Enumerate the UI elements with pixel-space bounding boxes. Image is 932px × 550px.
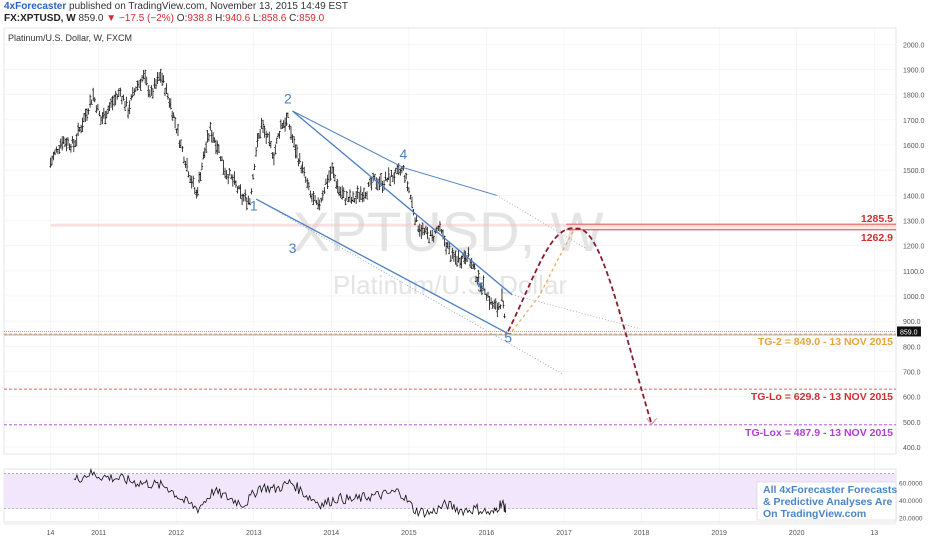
rsi-tick-label: 40.0000 [899, 498, 923, 505]
level-label-2: TG-2 = 849.0 - 13 NOV 2015 [758, 336, 893, 348]
wave-label-1: 2 [284, 90, 292, 106]
price-tick-label: 1400.0 [903, 193, 925, 200]
rsi-band [4, 473, 896, 509]
publisher-link[interactable]: 4xForecaster [4, 1, 67, 12]
promo-box: All 4xForecaster Forecasts & Predictive … [756, 481, 897, 521]
price-tick-label: 800.0 [903, 344, 921, 351]
price-tick-label: 1700.0 [903, 118, 925, 125]
low-label: L: [252, 13, 262, 24]
price-tick-label: 1100.0 [903, 269, 924, 276]
promo-line-3: On TradingView.com [763, 508, 866, 520]
price-tick-label: 1000.0 [903, 294, 925, 301]
promo-line-2: & Predictive Analyses Are [763, 496, 893, 508]
price-tick-label: 1200.0 [903, 244, 925, 251]
close-label: C: [289, 13, 300, 24]
projection-curve [507, 227, 653, 425]
wave-label-2: 3 [289, 240, 297, 256]
wave-label-4: 5 [477, 279, 485, 295]
high-value: 940.6 [225, 13, 251, 24]
ohlc-line: FX:XPTUSD, W 859.0 ▼ −17.5 (−2%) O:938.8… [4, 13, 325, 24]
price-bars [49, 68, 506, 319]
channel-2-4-line [292, 110, 404, 169]
projection-arrow-icon [646, 417, 658, 426]
channel-top-ext [496, 194, 586, 249]
channel-upper-line [292, 110, 513, 296]
time-tick-label: 14 [47, 530, 55, 537]
channel-top-line [403, 167, 497, 196]
high-label: H: [215, 13, 226, 24]
channel-lower-ext [255, 198, 563, 375]
time-tick-label: 2016 [479, 530, 495, 537]
elliott-channel [255, 110, 641, 375]
chart-header: 4xForecaster published on TradingView.co… [0, 0, 932, 26]
price-chart[interactable]: XPTUSD, W Platinum/U.S. Dollar 1285.5126… [0, 26, 932, 550]
time-tick-label: 13 [870, 530, 878, 537]
chart-legend: Platinum/U.S. Dollar, W, FXCM [8, 33, 132, 43]
wave-label-0: 1 [250, 197, 258, 213]
open-label: O: [176, 13, 188, 24]
level-label-0: 1285.5 [861, 213, 893, 225]
target-zone-band [566, 224, 896, 230]
price-tick-label: 1800.0 [903, 93, 925, 100]
rsi-tick-label: 60.0000 [899, 480, 923, 487]
price-tick-label: 1500.0 [903, 168, 925, 175]
close-value: 859.0 [299, 13, 325, 24]
price-tick-label: 2000.0 [903, 42, 925, 49]
watermark-name: Platinum/U.S. Dollar [333, 270, 567, 300]
rsi-pane: 60.0000 40.0000 20.0000 [3, 467, 923, 523]
time-tick-label: 2018 [634, 530, 650, 537]
change-arrow-icon: ▼ [106, 13, 117, 24]
watermark-symbol: XPTUSD, W [292, 200, 603, 263]
time-tick-label: 2019 [711, 530, 727, 537]
last-price-badge-text: 859.0 [900, 329, 918, 336]
publish-line: 4xForecaster published on TradingView.co… [4, 1, 348, 12]
price-tick-label: 400.0 [903, 445, 921, 452]
chart-grid [3, 27, 897, 522]
price-tick-label: 600.0 [903, 395, 921, 402]
price-tick-label: 1300.0 [903, 218, 925, 225]
time-tick-label: 2014 [324, 530, 340, 537]
time-axis[interactable]: 14 2011 2012 2013 2014 2015 2016 2017 2018 2019 20… [4, 523, 896, 537]
low-value: 858.6 [261, 13, 287, 24]
projection-orange [511, 229, 575, 332]
price-tick-label: 1900.0 [903, 68, 925, 75]
level-label-3: TG-Lo = 629.8 - 13 NOV 2015 [751, 391, 893, 403]
price-tick-label: 500.0 [903, 420, 921, 427]
change-value: −17.5 (−2%) [118, 13, 175, 24]
main-pane-frame [3, 27, 897, 455]
time-tick-label: 2017 [556, 530, 572, 537]
published-text: published on TradingView.com, November 1… [69, 1, 348, 12]
level-label-1: 1262.9 [861, 232, 893, 244]
price-tick-label: 700.0 [903, 369, 921, 376]
symbol-label[interactable]: FX:XPTUSD [4, 13, 61, 24]
last-price: 859.0 [78, 13, 104, 24]
target-levels: 1285.5 1262.9 TG-2 = 849.0 - 13 NOV 2015 TG… [4, 213, 896, 439]
price-axis[interactable]: 2000.0 1900.0 1800.0 1700.0 1600.0 1500.0 1400… [897, 42, 925, 452]
rsi-tick-label: 20.0000 [899, 516, 923, 523]
rsi-line [73, 467, 507, 518]
price-tick-label: 900.0 [903, 319, 921, 326]
interval-label: W [66, 13, 76, 24]
time-tick-label: 2011 [91, 530, 106, 537]
wave-labels: 1 2 3 4 5 5 [250, 90, 512, 345]
time-tick-label: 2015 [401, 530, 417, 537]
channel-upper-ext [512, 294, 641, 330]
level-label-4: TG-Lox = 487.9 - 13 NOV 2015 [745, 427, 893, 439]
wave-label-5: 5 [504, 330, 512, 346]
price-tick-label: 1600.0 [903, 143, 925, 150]
wave-label-3: 4 [400, 146, 408, 162]
promo-line-1: All 4xForecaster Forecasts [763, 484, 897, 496]
time-tick-label: 2012 [168, 530, 184, 537]
channel-lower-line [255, 198, 509, 335]
last-price-badge [897, 326, 921, 337]
time-tick-label: 2020 [789, 530, 805, 537]
time-tick-label: 2013 [246, 530, 262, 537]
open-value: 938.8 [187, 13, 213, 24]
projection-path [507, 227, 658, 426]
